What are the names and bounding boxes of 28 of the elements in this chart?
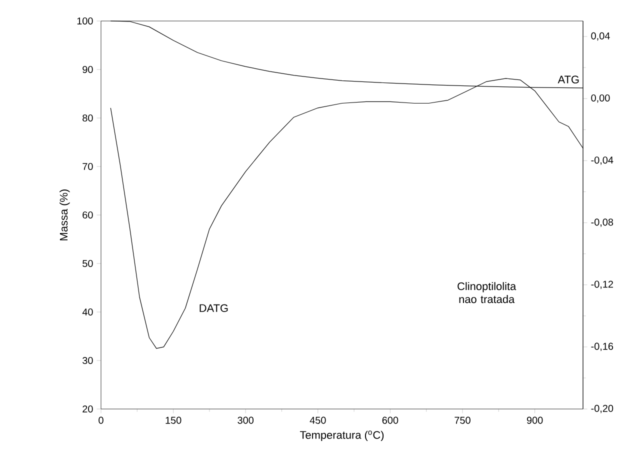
x-tick-label: 600 [382, 416, 398, 424]
y2-tick-label: -0,04 [591, 156, 614, 165]
y-tick-label: 70 [82, 162, 93, 170]
y-tick-label: 90 [82, 66, 93, 74]
y2-tick-label: -0,20 [591, 404, 614, 414]
y-tick-label: 100 [77, 17, 93, 25]
y2-tick-label: -0,12 [591, 280, 613, 289]
x-tick-label: 450 [310, 416, 326, 424]
x-axis-title: Temperatura ($^{o}$C) [300, 430, 384, 442]
y-tick-label: 60 [82, 211, 93, 219]
y2-tick-label: -0,08 [591, 218, 614, 227]
series-label: ATG [558, 76, 579, 84]
x-tick-label: 300 [238, 416, 254, 424]
x-tick-label: 900 [526, 416, 543, 424]
y-tick-label: 30 [82, 356, 93, 364]
y2-tick-label: 0,00 [591, 94, 610, 103]
y2-tick-label: 0,04 [591, 32, 610, 41]
y-tick-label: 80 [82, 114, 93, 122]
y2-tick-label: -0,16 [591, 342, 614, 352]
x-tick-label: 150 [166, 416, 182, 424]
y-tick-label: 20 [82, 405, 93, 413]
y-tick-label: 40 [82, 308, 93, 316]
x-tick-label: 750 [454, 416, 470, 424]
x-tick-label: 0 [98, 416, 104, 424]
y-tick-label: 50 [82, 260, 93, 268]
series-label: DATG [200, 304, 228, 312]
y-axis-title: Massa (%) [60, 190, 70, 240]
annotation: Clinoptilolita nao tratada [458, 282, 516, 304]
